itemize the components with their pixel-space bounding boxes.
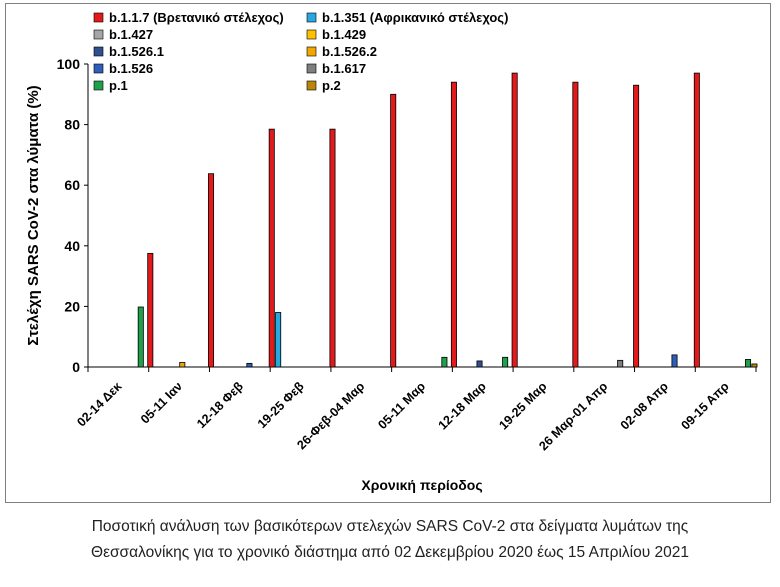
legend-swatch: [93, 29, 104, 40]
legend-label: b.1.526.2: [322, 44, 377, 59]
bar-p-1: [745, 359, 752, 368]
bar-b-1-526-2: [179, 362, 186, 368]
x-category-label: 05-11 Ιαν: [138, 379, 185, 426]
x-category-label: 19-25 Φεβ: [255, 379, 307, 431]
x-category-label: 05-11 Μαρ: [375, 379, 428, 432]
legend-swatch: [306, 63, 317, 74]
bar-b-1-1-7: [208, 173, 215, 368]
bar-b-1-1-7: [633, 84, 640, 368]
x-category-label: 09-15 Απρ: [679, 379, 732, 432]
bar-b-1-1-7: [511, 72, 518, 368]
legend-swatch: [306, 12, 317, 23]
legend-label: b.1.526.1: [109, 44, 164, 59]
legend-swatch: [93, 46, 104, 57]
legend-label: b.1.1.7 (Βρετανικό στέλεχος): [109, 10, 284, 25]
legend-swatch: [306, 29, 317, 40]
y-tick-label: 0: [72, 359, 80, 375]
x-axis-title: Χρονική περίοδος: [361, 477, 482, 493]
bar-b-1-351: [275, 312, 282, 368]
x-category-label: 12-18 Μαρ: [436, 379, 489, 432]
legend-swatch: [306, 46, 317, 57]
y-tick-label: 100: [57, 56, 81, 72]
bar-p-1: [137, 306, 144, 368]
caption-line-2: Θεσσαλονίκης για το χρονικό διάστημα από…: [91, 544, 689, 561]
bar-p-1: [502, 356, 509, 368]
x-category-label: 12-18 Φεβ: [194, 379, 246, 431]
legend-label: b.1.617: [322, 61, 366, 76]
bar-b-1-1-7: [572, 81, 579, 368]
bar-b-1-526: [246, 362, 253, 368]
bar-b-1-1-7: [693, 72, 700, 368]
legend-label: b.1.429: [322, 27, 366, 42]
legend-label: p.2: [322, 78, 341, 93]
caption-line-1: Ποσοτική ανάλυση των βασικότερων στελεχώ…: [91, 518, 689, 535]
legend-swatch: [306, 80, 317, 91]
legend-swatch: [93, 12, 104, 23]
legend-label: b.1.427: [109, 27, 153, 42]
bar-b-1-1-7: [147, 252, 154, 368]
legend-label: b.1.351 (Αφρικανικό στέλεχος): [322, 10, 508, 25]
bar-b-1-1-7: [450, 81, 457, 368]
y-tick-label: 80: [64, 117, 80, 133]
bar-b-1-1-7: [390, 93, 397, 368]
bar-b-1-526-1: [476, 360, 483, 368]
bar-b-1-1-7: [268, 128, 275, 368]
chart-frame: [5, 3, 771, 503]
bar-p-2: [751, 363, 758, 368]
y-tick-label: 60: [64, 177, 80, 193]
bar-b-1-1-7: [329, 128, 336, 368]
bar-p-1: [441, 356, 448, 368]
x-category-label: 02-14 Δεκ: [74, 379, 124, 429]
legend-swatch: [93, 63, 104, 74]
bar-b-1-617: [617, 359, 624, 368]
bar-b-1-526: [671, 354, 678, 368]
y-tick-label: 20: [64, 298, 80, 314]
y-axis-title: Στελέχη SARS CoV-2 στα λύματα (%): [25, 85, 42, 345]
x-category-label: 02-08 Απρ: [618, 379, 671, 432]
y-tick-label: 40: [64, 238, 80, 254]
x-category-label: 19-25 Μαρ: [496, 379, 549, 432]
legend-label: p.1: [109, 78, 128, 93]
legend-swatch: [93, 80, 104, 91]
legend-label: b.1.526: [109, 61, 153, 76]
